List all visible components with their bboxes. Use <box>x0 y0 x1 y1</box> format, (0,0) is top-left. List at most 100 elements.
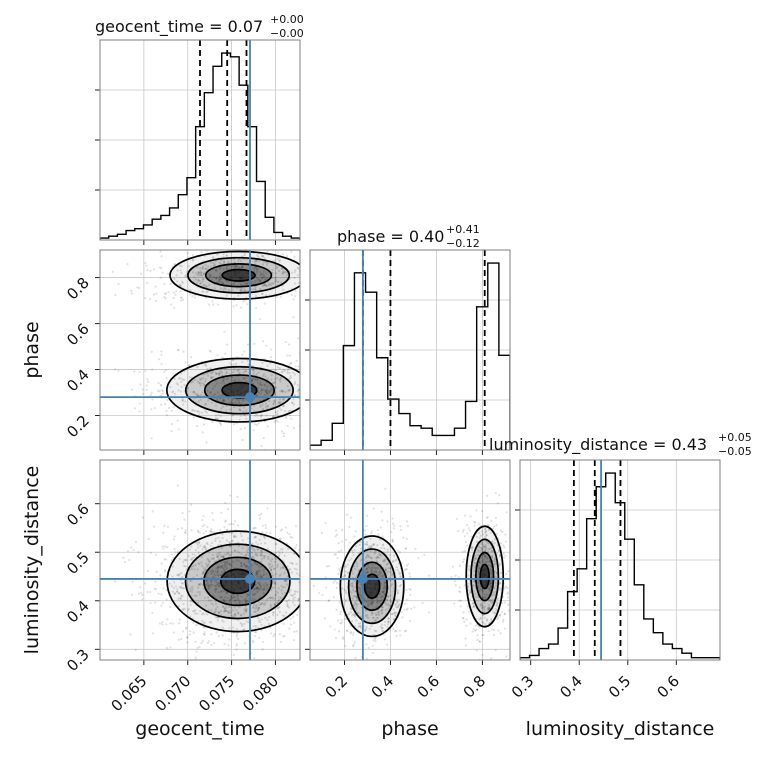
sample-point <box>204 604 208 607</box>
contour-line <box>204 263 273 288</box>
sample-point <box>161 601 165 604</box>
sample-point <box>255 571 259 574</box>
sample-point <box>285 580 288 583</box>
sample-point <box>373 619 377 622</box>
sample-point <box>134 648 137 651</box>
sample-point <box>467 586 470 589</box>
sample-point <box>236 398 239 401</box>
sample-point <box>150 350 153 353</box>
sample-point <box>254 289 257 292</box>
sample-point <box>246 565 249 569</box>
sample-point <box>363 629 367 633</box>
sample-point <box>242 300 245 303</box>
sample-point <box>276 607 279 610</box>
sample-point <box>486 607 489 611</box>
sample-point <box>222 288 225 291</box>
sample-point <box>255 541 258 544</box>
sample-point <box>220 565 223 568</box>
sample-point <box>410 607 413 610</box>
sample-point <box>221 356 224 359</box>
sample-point <box>196 409 199 413</box>
sample-point <box>220 554 223 557</box>
sample-point <box>176 348 179 352</box>
sample-point <box>190 503 193 506</box>
sample-point <box>405 520 409 523</box>
sample-point <box>351 572 354 575</box>
sample-point <box>172 390 175 393</box>
sample-point <box>485 534 489 537</box>
sample-point <box>228 562 231 565</box>
sample-point <box>215 277 218 280</box>
sample-point <box>478 640 481 643</box>
sample-point <box>203 363 206 366</box>
sample-point <box>340 549 343 552</box>
sample-point <box>231 414 234 417</box>
sample-point <box>352 397 354 399</box>
sample-point <box>203 621 206 624</box>
sample-point <box>219 267 222 270</box>
sample-point <box>374 606 377 609</box>
sample-point <box>496 601 499 604</box>
sample-point <box>229 545 232 548</box>
sample-point <box>279 596 283 599</box>
sample-point <box>472 628 475 631</box>
sample-point <box>352 631 355 634</box>
sample-point <box>173 277 176 281</box>
sample-point <box>179 597 182 600</box>
sample-point <box>272 400 276 403</box>
sample-point <box>273 259 276 262</box>
sample-point <box>244 609 247 612</box>
sample-point <box>282 389 285 393</box>
sample-point <box>486 515 489 518</box>
sample-point <box>239 306 243 309</box>
sample-point <box>180 594 183 597</box>
sample-point <box>240 623 243 626</box>
sample-point <box>202 632 205 636</box>
sample-point <box>502 544 505 547</box>
sample-point <box>383 585 386 588</box>
sample-point <box>292 615 295 619</box>
sample-point <box>275 295 278 299</box>
sample-point <box>239 409 242 412</box>
sample-point <box>290 293 293 297</box>
sample-point <box>253 410 256 413</box>
sample-point <box>261 292 264 295</box>
sample-point <box>346 629 349 633</box>
sample-point <box>228 599 232 602</box>
sample-point <box>223 643 226 646</box>
sample-point <box>228 600 232 603</box>
sample-point <box>226 601 229 604</box>
sample-point <box>289 374 292 378</box>
sample-point <box>303 586 305 588</box>
sample-point <box>474 629 477 632</box>
sample-point <box>374 613 378 617</box>
sample-point <box>230 532 234 535</box>
sample-point <box>278 552 281 555</box>
sample-point <box>270 568 273 571</box>
sample-point <box>233 519 237 523</box>
sample-point <box>225 606 228 609</box>
sample-point <box>399 528 403 532</box>
sample-point <box>238 372 242 375</box>
sample-point <box>174 585 178 588</box>
sample-point <box>478 560 481 564</box>
sample-point <box>261 388 264 392</box>
sample-point <box>220 393 224 396</box>
sample-point <box>261 361 264 365</box>
sample-point <box>340 621 343 624</box>
sample-point <box>206 368 209 371</box>
sample-point <box>293 590 296 593</box>
sample-point <box>261 285 265 288</box>
sample-point <box>493 525 496 528</box>
sample-point <box>486 541 489 544</box>
sample-point <box>184 627 188 630</box>
sample-point <box>274 411 277 414</box>
sample-point <box>230 363 233 367</box>
sample-point <box>261 601 264 604</box>
sample-point <box>302 580 304 582</box>
sample-point <box>345 667 347 669</box>
sample-point <box>261 255 264 258</box>
sample-point <box>222 253 225 256</box>
sample-point <box>210 371 213 375</box>
sample-point <box>485 618 489 621</box>
